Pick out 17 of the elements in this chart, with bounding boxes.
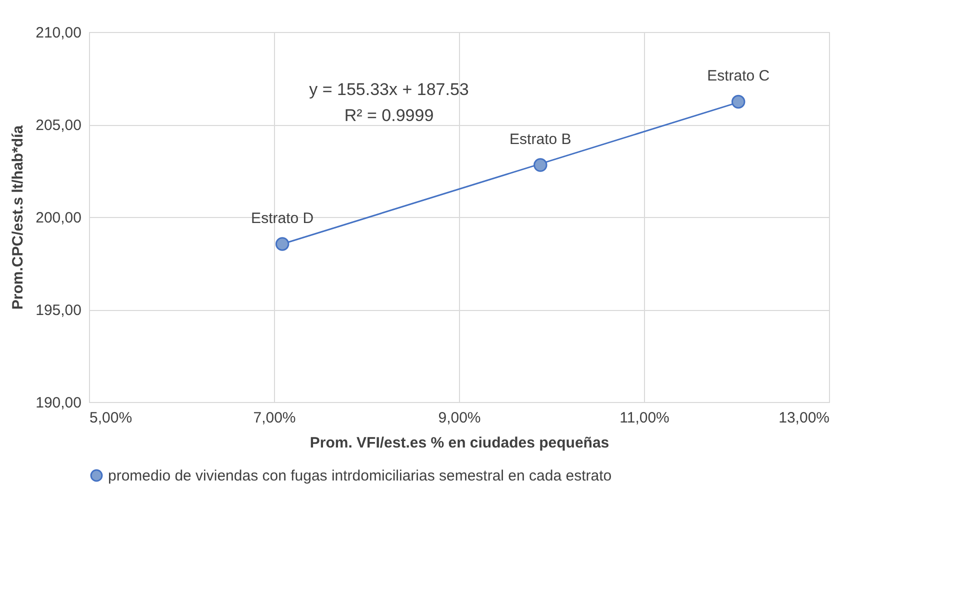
y-tick-label: 195,00 <box>36 302 82 319</box>
x-tick-label: 13,00% <box>778 410 830 426</box>
annotation: Estrato B <box>510 131 572 148</box>
annotation: Estrato C <box>707 68 770 85</box>
x-tick-label: 5,00% <box>90 410 132 426</box>
annotation: Estrato D <box>251 210 314 228</box>
x-tick-label: 11,00% <box>620 410 670 426</box>
y-tick-label: 210,00 <box>36 24 82 42</box>
y-tick-label: 190,00 <box>36 394 82 412</box>
x-axis-title: Prom. VFI/est.es % en ciudades pequeñas <box>310 434 610 452</box>
legend-label: promedio de viviendas con fugas intrdomiciliarias semestral en cada estrato <box>108 468 612 484</box>
y-tick-label: 205,00 <box>36 117 82 134</box>
y-tick-label: 200,00 <box>36 210 82 226</box>
x-tick-label: 9,00% <box>438 410 481 426</box>
x-tick-label: 7,00% <box>253 410 296 426</box>
annotation: y = 155.33x + 187.53 R² = 0.9999 <box>309 80 469 125</box>
y-axis-title: Prom.CPC/est.s lt/hab*día <box>10 124 27 310</box>
